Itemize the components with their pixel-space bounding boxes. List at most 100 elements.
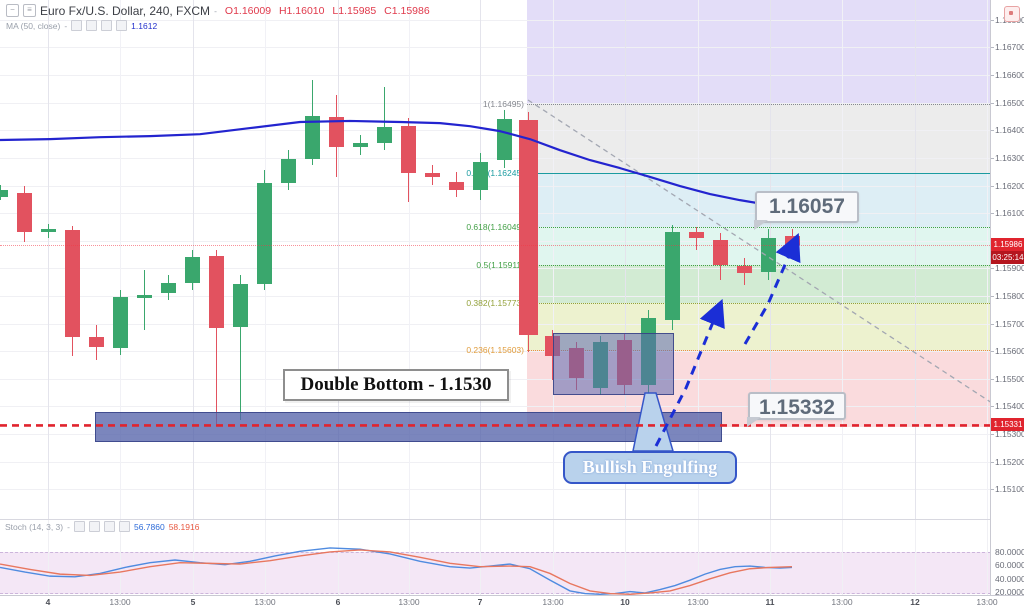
time-axis-label: 13:00 [976,597,998,607]
alert-price-tag: 1.15331 [991,418,1024,432]
fib-level-line [527,173,990,175]
time-axis-label: 5 [190,597,196,607]
candle [784,236,800,245]
open-value: O1.16009 [224,4,272,17]
time-axis-label: 13:00 [254,597,276,607]
v-gridline [409,520,410,595]
h-gridline [0,75,990,77]
price-axis-label: 1.15800 [995,290,1024,301]
price-axis-tick [991,130,994,132]
fib-level-line [527,104,990,106]
h-gridline [0,461,990,463]
time-axis-label: 13:00 [687,597,709,607]
candle [518,120,538,336]
candle [64,229,80,338]
candle [496,118,512,161]
v-gridline [265,520,266,595]
price-axis-label: 1.15700 [995,318,1024,329]
candle-wick [215,250,217,425]
candle [448,181,464,190]
stoch-settings-icon[interactable] [88,521,100,532]
h-gridline [0,295,990,297]
ma-settings-icon[interactable] [86,20,98,31]
price-callout-low[interactable]: 1.15332 [747,392,846,427]
ma-more-icon[interactable] [116,20,128,31]
price-axis-tick [991,268,994,270]
chart-style-icon[interactable]: ≡ [23,4,36,17]
ohlc-readout: O1.16009 H1.16010 L1.15985 C1.15986 [225,5,435,17]
ma-menu-dash[interactable]: - [64,20,68,31]
price-axis-label: 1.15600 [995,346,1024,357]
double-bottom-label[interactable]: Double Bottom - 1.1530 [283,369,509,401]
candle [376,126,392,144]
price-axis-tick [991,47,994,49]
price-axis-label: 1.16100 [995,208,1024,219]
callout-tail-icon [747,417,761,427]
h-gridline [0,268,990,270]
price-axis-label: 1.15500 [995,373,1024,384]
v-gridline [480,0,481,519]
pane-separator[interactable] [0,519,990,520]
candle [688,232,704,238]
time-axis[interactable]: 4 13:00 5 13:00 6 13:00 7 13:00 10 13:00 11 13:00 12… [0,595,1024,607]
fib-band [527,0,990,105]
stoch-axis-label: 40.0000 [995,573,1024,584]
h-gridline [0,19,990,21]
candle-wick [239,274,241,420]
candle [232,284,248,328]
ma-indicator-label[interactable]: MA (50, close) [6,20,61,31]
v-gridline [48,0,49,519]
price-axis[interactable]: 1.168001.167001.166001.165001.164001.163… [990,0,1024,597]
symbol-menu-dash[interactable]: - [214,5,217,16]
price-callout-high[interactable]: 1.16057 [754,191,859,230]
last-price-tag: 1.15986 [991,237,1024,251]
v-gridline [338,520,339,595]
h-gridline [0,47,990,49]
stoch-d-value: 58.1916 [168,521,200,532]
h-gridline [0,102,990,104]
bullish-engulfing-label[interactable]: Bullish Engulfing [563,451,737,484]
ma-eye-icon[interactable] [71,20,83,31]
price-axis-label: 1.16200 [995,180,1024,191]
price-alert-icon[interactable] [1004,6,1020,22]
v-gridline [698,520,699,595]
time-axis-label: 12 [910,597,920,607]
time-axis-label: 13:00 [398,597,420,607]
time-axis-label: 13:00 [831,597,853,607]
stoch-indicator-label[interactable]: Stoch (14, 3, 3) [5,521,64,532]
candle [0,189,8,198]
support-zone-rect[interactable] [95,412,722,442]
stoch-more-icon[interactable] [118,521,130,532]
bullish-engulfing-text: Bullish Engulfing [582,457,718,477]
candle [760,237,776,273]
h-gridline [0,323,990,325]
v-gridline [915,520,916,595]
fib-band [527,227,990,266]
v-gridline [915,0,916,519]
callout-tail-icon [754,220,768,230]
price-axis-label: 1.15400 [995,401,1024,412]
v-gridline [987,520,988,595]
candle [736,266,752,274]
time-axis-label: 6 [335,597,341,607]
v-gridline [409,0,410,519]
high-value: H1.16010 [278,4,325,17]
ma-delete-icon[interactable] [101,20,113,31]
engulfing-box-rect[interactable] [553,333,674,395]
v-gridline [770,520,771,595]
fib-band [527,104,990,174]
fib-level-line [527,265,990,267]
candle [88,337,104,347]
price-axis-label: 1.15300 [995,428,1024,439]
price-pane[interactable]: 1(1.16495) 0.786(1.16245) 0.618(1.16049) 0.… [0,0,990,595]
fib-level-label: 0.5(1.15911) [476,260,524,271]
collapse-legend-icon[interactable]: − [6,4,19,17]
time-axis-label: 13:00 [109,597,131,607]
stoch-eye-icon[interactable] [73,521,85,532]
price-axis-tick [991,351,994,353]
price-axis-tick [991,378,994,380]
stoch-menu-dash[interactable]: - [67,521,70,532]
candle-wick [695,227,697,251]
symbol-title[interactable]: Euro Fx/U.S. Dollar, 240, FXCM [40,3,211,18]
stoch-delete-icon[interactable] [103,521,115,532]
